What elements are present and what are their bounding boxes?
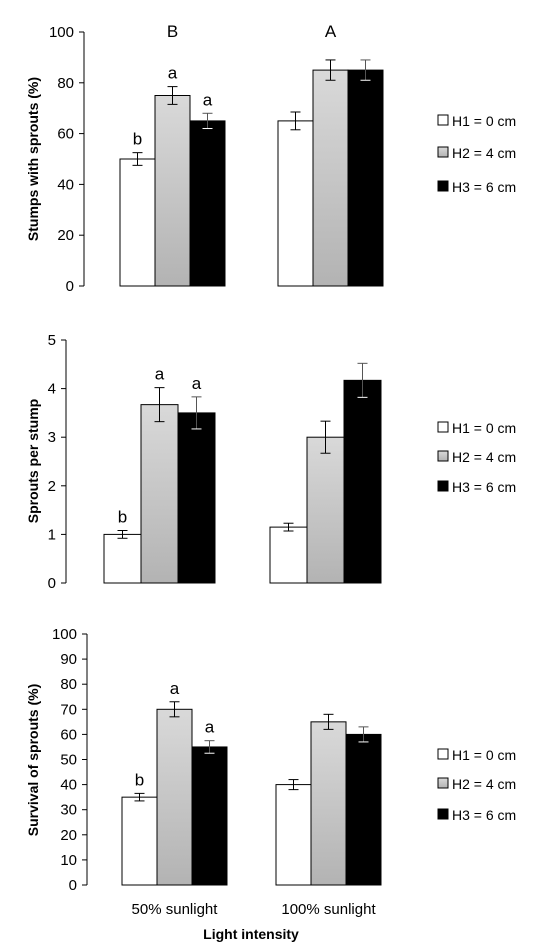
y-tick-label: 100 xyxy=(52,626,77,643)
y-tick-label: 20 xyxy=(60,827,77,844)
bar xyxy=(347,69,384,287)
x-axis-label: Light intensity xyxy=(203,926,299,942)
legend-entry: H1 = 0 cm xyxy=(452,747,516,763)
y-tick-label: 60 xyxy=(60,726,77,743)
y-tick-label: 20 xyxy=(57,227,74,244)
bar xyxy=(345,733,382,886)
bar xyxy=(275,784,312,886)
significance-letter: a xyxy=(205,718,215,737)
significance-letter: a xyxy=(155,365,165,384)
panel-stumps-with-sprouts: 0 20 40 60 80 100 Stumps with sprouts (%) b a a B A… xyxy=(25,22,516,295)
bar xyxy=(140,404,179,584)
y-tick-label: 40 xyxy=(57,176,74,193)
legend-swatch xyxy=(437,146,449,158)
legend-entry: H3 = 6 cm xyxy=(452,179,516,195)
y-axis-label: Sprouts per stump xyxy=(25,399,41,523)
group-letter: B xyxy=(167,22,178,41)
y-axis-label: Stumps with sprouts (%) xyxy=(25,77,41,241)
significance-letter: a xyxy=(168,64,178,83)
y-tick-label: 70 xyxy=(60,701,77,718)
significance-letter: a xyxy=(192,374,202,393)
legend-entry: H3 = 6 cm xyxy=(452,479,516,495)
y-axis-label: Survival of sprouts (%) xyxy=(25,684,41,836)
y-tick-label: 0 xyxy=(66,278,74,295)
legend-swatch xyxy=(437,450,449,462)
y-tick-label: 40 xyxy=(60,777,77,794)
legend-swatch xyxy=(437,808,449,820)
y-tick-label: 0 xyxy=(69,877,77,894)
bar xyxy=(191,746,228,886)
group-letter: A xyxy=(325,22,337,41)
legend-entry: H2 = 4 cm xyxy=(452,776,516,792)
bar xyxy=(154,95,191,287)
y-tick-label: 30 xyxy=(60,802,77,819)
y-tick-label: 60 xyxy=(57,126,74,143)
bar xyxy=(121,796,158,886)
x-tick-label: 100% sunlight xyxy=(281,901,376,918)
panel-sprouts-per-stump: 0 1 2 3 4 5 Sprouts per stump b a a H1 = 0 cm H2 = … xyxy=(25,332,516,592)
bar xyxy=(343,379,382,584)
legend-entry: H1 = 0 cm xyxy=(452,113,516,129)
bar xyxy=(312,69,349,287)
y-tick-label: 90 xyxy=(60,651,77,668)
panel-survival-of-sprouts: 0 10 20 30 40 50 60 70 80 90 100 Survival of sprout… xyxy=(25,626,516,918)
y-tick-label: 100 xyxy=(49,24,74,41)
y-tick-label: 80 xyxy=(57,75,74,92)
legend-swatch xyxy=(437,421,449,433)
y-tick-label: 50 xyxy=(60,752,77,769)
legend-entry: H3 = 6 cm xyxy=(452,807,516,823)
bar xyxy=(306,436,345,584)
legend-swatch xyxy=(437,180,449,192)
bar xyxy=(103,533,142,584)
bar xyxy=(310,721,347,886)
legend-swatch xyxy=(437,777,449,789)
y-tick-label: 1 xyxy=(48,526,56,543)
y-tick-label: 80 xyxy=(60,676,77,693)
bar xyxy=(119,158,156,287)
significance-letter: a xyxy=(170,679,180,698)
x-tick-label: 50% sunlight xyxy=(132,901,219,918)
legend-entry: H2 = 4 cm xyxy=(452,449,516,465)
y-tick-label: 2 xyxy=(48,478,56,495)
y-tick-label: 3 xyxy=(48,429,56,446)
bar xyxy=(177,412,216,584)
legend-swatch xyxy=(437,748,449,760)
significance-letter: b xyxy=(118,508,127,527)
bar xyxy=(156,708,193,886)
y-tick-label: 0 xyxy=(48,575,56,592)
legend-swatch xyxy=(437,114,449,126)
bar xyxy=(189,120,226,287)
bar xyxy=(277,120,314,287)
significance-letter: b xyxy=(135,770,144,789)
significance-letter: a xyxy=(203,90,213,109)
y-tick-label: 4 xyxy=(48,381,56,398)
legend-swatch xyxy=(437,480,449,492)
significance-letter: b xyxy=(133,130,142,149)
y-tick-label: 5 xyxy=(48,332,56,349)
y-tick-label: 10 xyxy=(60,852,77,869)
legend-entry: H1 = 0 cm xyxy=(452,420,516,436)
bar xyxy=(269,526,308,584)
legend-entry: H2 = 4 cm xyxy=(452,145,516,161)
